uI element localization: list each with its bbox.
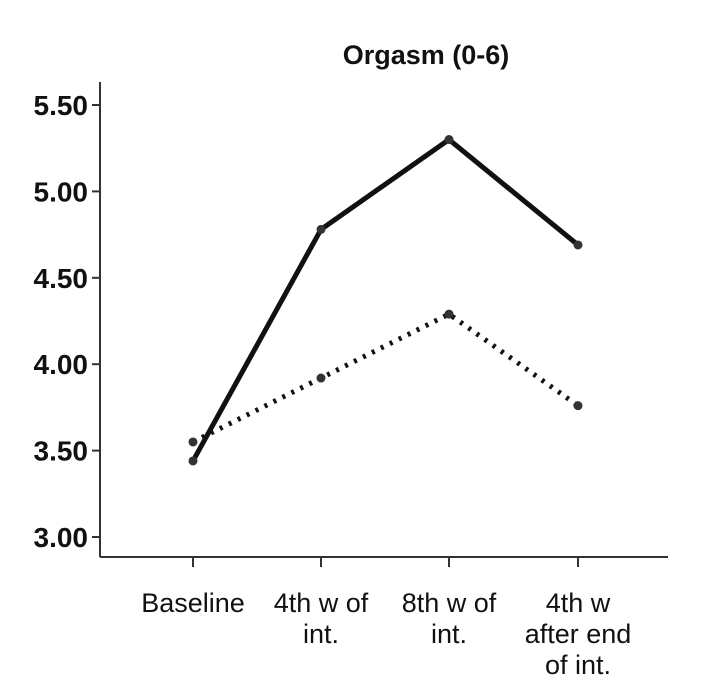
x-tick-label: 4th w of [274, 588, 369, 618]
x-tick-label: 8th w of [402, 588, 497, 618]
series-layer [188, 135, 583, 466]
y-tick-label: 3.00 [34, 522, 89, 553]
series-1-point [444, 135, 454, 145]
series-2-point [188, 437, 198, 447]
chart-title: Orgasm (0-6) [343, 40, 510, 70]
y-tick-label: 5.50 [34, 90, 89, 121]
y-tick-label: 3.50 [34, 436, 89, 467]
axes [99, 82, 668, 558]
y-tick-label: 4.00 [34, 349, 89, 380]
x-tick-label: 4th w [546, 588, 611, 618]
series-2-point [444, 309, 454, 319]
series-1-point [316, 224, 326, 234]
x-tick-label: Baseline [141, 588, 245, 618]
series-1-line [190, 137, 580, 463]
series-2-point [316, 373, 326, 383]
x-tick-label: after end [525, 619, 632, 649]
y-axis-ticks: 3.00 3.50 4.00 4.50 5.00 5.50 [34, 90, 100, 553]
series-1-point [573, 240, 583, 250]
series-2-line [191, 311, 580, 445]
y-tick-label: 4.50 [34, 263, 89, 294]
x-tick-label: of int. [545, 650, 611, 680]
y-tick-label: 5.00 [34, 176, 89, 207]
series-1-point [188, 456, 198, 466]
x-tick-label: int. [303, 619, 339, 649]
series-2-point [573, 401, 583, 411]
x-tick-label: int. [431, 619, 467, 649]
